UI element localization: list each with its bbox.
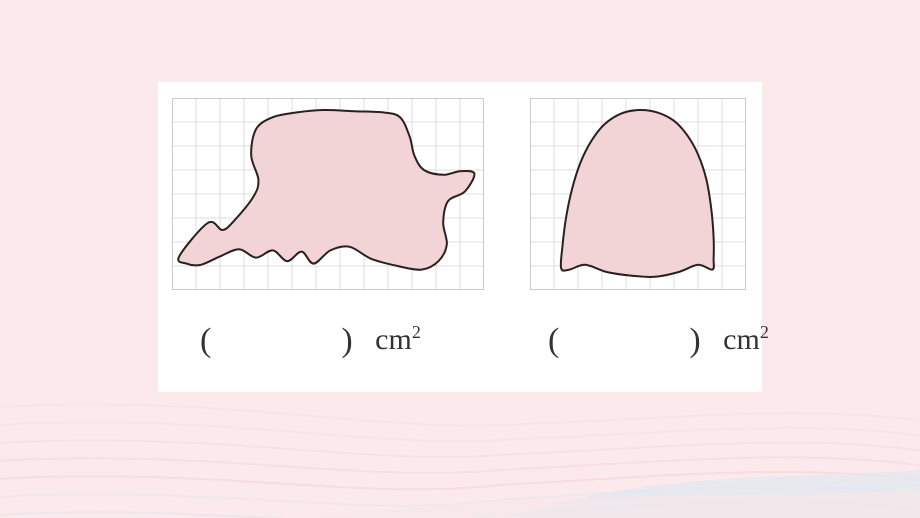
left-close-paren: ) [341,322,352,359]
right-answer-blank: ( ) cm2 [548,320,769,358]
left-unit-exp: 2 [412,322,421,342]
unit-gap-left [360,323,368,356]
irregular-shape [178,110,474,270]
right-grid-svg [530,98,746,290]
left-unit: cm2 [375,323,421,356]
left-grid-panel [172,98,484,290]
right-unit-base: cm [723,323,760,356]
right-close-paren: ) [689,322,700,359]
left-unit-base: cm [375,323,412,356]
right-open-paren: ( [548,322,559,359]
irregular-shape [561,110,714,277]
left-open-paren: ( [200,322,211,359]
unit-gap-right [708,323,716,356]
left-grid-svg [172,98,484,290]
right-unit: cm2 [723,323,769,356]
right-grid-panel [530,98,746,290]
right-unit-exp: 2 [760,322,769,342]
page: ( ) cm2 ( ) cm2 [0,0,920,518]
left-answer-blank: ( ) cm2 [200,320,421,358]
